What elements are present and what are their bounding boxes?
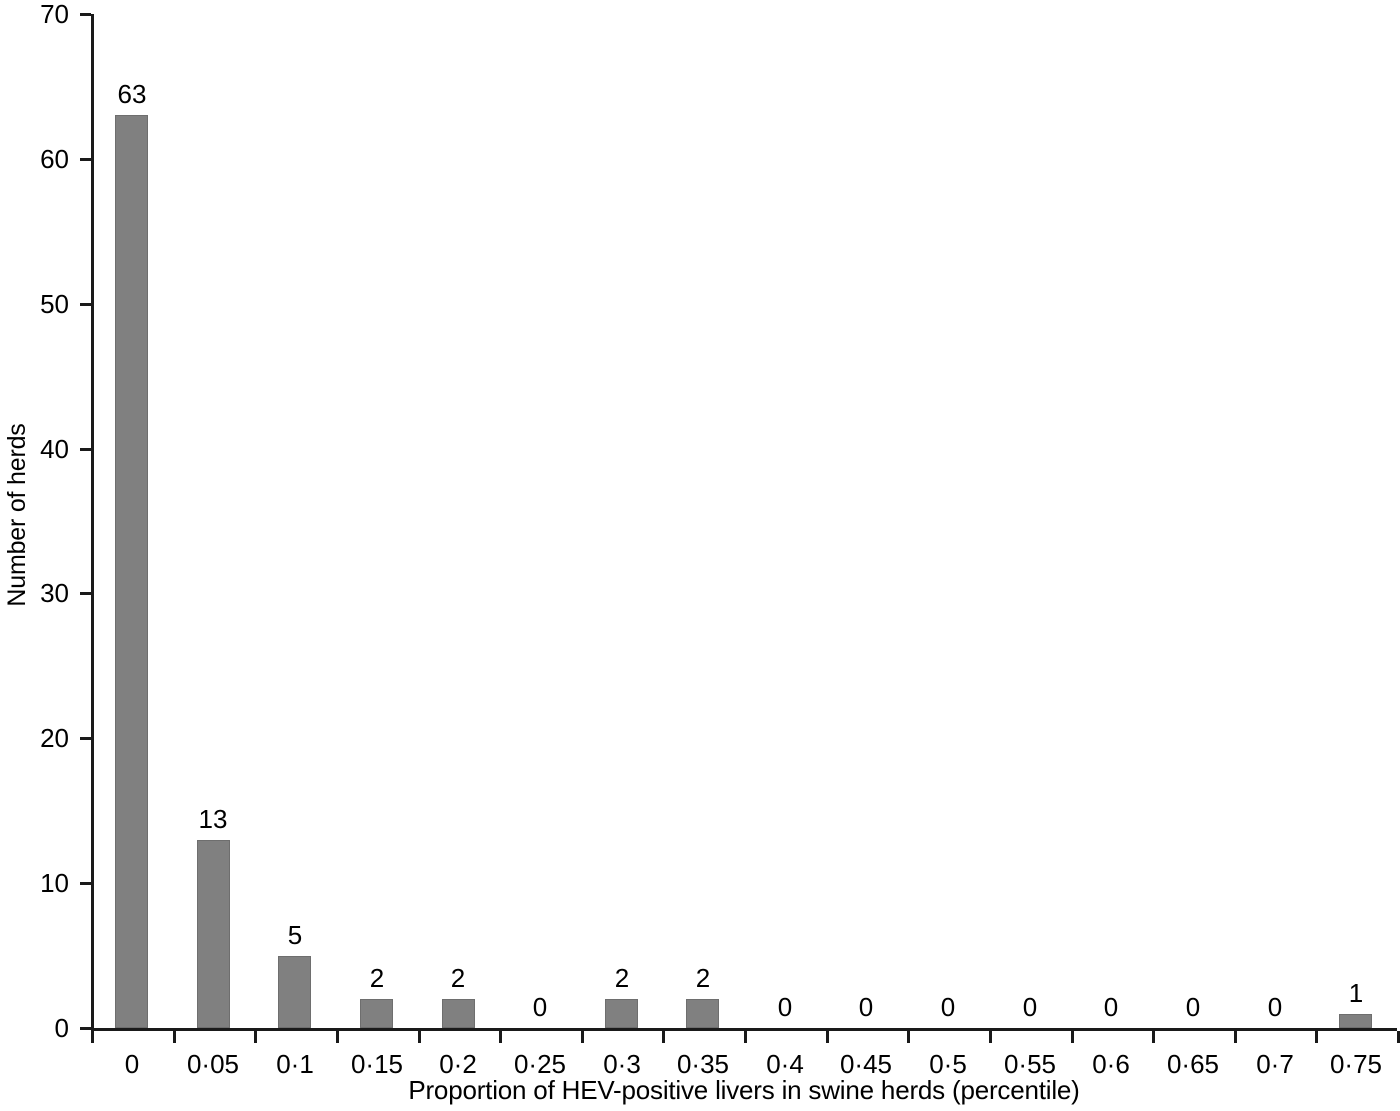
x-axis-tick [1071, 1031, 1074, 1043]
y-axis-tick-label: 70 [40, 0, 69, 29]
x-axis-tick-label: 0·5 [929, 1049, 967, 1079]
x-axis-tick [744, 1031, 747, 1043]
bar-value-label: 0 [1267, 992, 1283, 1022]
bar-value-label: 2 [369, 963, 385, 993]
bar-value-label: 13 [198, 804, 228, 834]
y-axis-tick-label: 50 [40, 288, 69, 319]
bar-value-label: 0 [940, 992, 956, 1022]
bar-value-label: 0 [1185, 992, 1201, 1022]
bar-value-label: 5 [287, 920, 303, 950]
x-axis-tick-label: 0·65 [1166, 1049, 1220, 1079]
x-axis-tick-label: 0·05 [186, 1049, 240, 1079]
x-axis-tick [336, 1031, 339, 1043]
bar [1339, 1014, 1372, 1028]
x-axis-tick-label: 0·1 [276, 1049, 314, 1079]
x-axis-tick [91, 1031, 94, 1043]
y-axis-tick [80, 737, 91, 741]
x-axis-tick [662, 1031, 665, 1043]
x-axis-tick-label: 0·7 [1256, 1049, 1294, 1079]
x-axis-tick [254, 1031, 257, 1043]
x-axis-tick [499, 1031, 502, 1043]
x-axis-tick [1234, 1031, 1237, 1043]
bar [197, 840, 230, 1028]
bar-value-label: 0 [858, 992, 874, 1022]
x-axis-tick [989, 1031, 992, 1043]
bar [605, 999, 638, 1028]
bar-value-label: 2 [450, 963, 466, 993]
y-axis-line [91, 14, 94, 1028]
bar-value-label: 0 [532, 992, 548, 1022]
x-axis-tick-label: 0·25 [513, 1049, 567, 1079]
y-axis-tick [80, 13, 91, 16]
x-axis-tick [826, 1031, 829, 1043]
x-axis-tick-label: 0·3 [603, 1049, 641, 1079]
y-axis-tick [80, 447, 91, 451]
bar-value-label: 2 [695, 963, 711, 993]
x-axis-tick-label: 0·35 [676, 1049, 730, 1079]
y-axis-tick-label: 60 [40, 143, 69, 174]
bar-value-label: 0 [777, 992, 793, 1022]
y-axis-tick [80, 882, 91, 886]
bar-value-label: 63 [117, 79, 147, 109]
bar [442, 999, 475, 1028]
y-axis-tick-label: 0 [54, 1013, 69, 1043]
bar [278, 956, 311, 1028]
bar [686, 999, 719, 1028]
bar-value-label: 2 [614, 963, 630, 993]
y-axis-tick-label: 30 [40, 578, 69, 609]
x-axis-tick-label: 0·15 [350, 1049, 404, 1079]
x-axis-tick [1397, 1031, 1400, 1043]
x-axis-tick-label: 0 [124, 1049, 140, 1079]
bar [360, 999, 393, 1028]
x-axis-tick-label: 0·2 [439, 1049, 477, 1079]
bar-value-label: 0 [1103, 992, 1119, 1022]
x-axis-tick [907, 1031, 910, 1043]
y-axis-tick-label: 40 [40, 433, 69, 464]
x-axis-tick-label: 0·4 [766, 1049, 804, 1079]
y-axis-tick [80, 1027, 91, 1030]
y-axis-tick-label: 10 [40, 868, 69, 899]
x-axis-title: Proportion of HEV-positive livers in swi… [408, 1075, 1080, 1105]
x-axis-tick-label: 0·6 [1092, 1049, 1130, 1079]
x-axis-line [91, 1028, 1397, 1031]
y-axis-tick [80, 302, 91, 306]
bar [115, 115, 148, 1028]
x-axis-tick-label: 0·75 [1329, 1049, 1383, 1079]
x-axis-tick-label: 0·55 [1003, 1049, 1057, 1079]
y-axis-tick-label: 20 [40, 723, 69, 754]
bar-value-label: 0 [1022, 992, 1038, 1022]
x-axis-tick [1152, 1031, 1155, 1043]
x-axis-tick-label: 0·45 [839, 1049, 893, 1079]
bar-value-label: 1 [1348, 978, 1364, 1008]
y-axis-tick [80, 157, 91, 161]
plot-area: 0 10 20 30 40 50 60 70 0 0·05 0·1 0·15 0·2 0·25 0·3 0·… [40, 1, 1400, 1079]
x-axis-tick [173, 1031, 176, 1043]
x-axis-tick [581, 1031, 584, 1043]
y-axis-tick [80, 592, 91, 596]
x-axis-tick [418, 1031, 421, 1043]
x-axis-tick [1315, 1031, 1318, 1043]
